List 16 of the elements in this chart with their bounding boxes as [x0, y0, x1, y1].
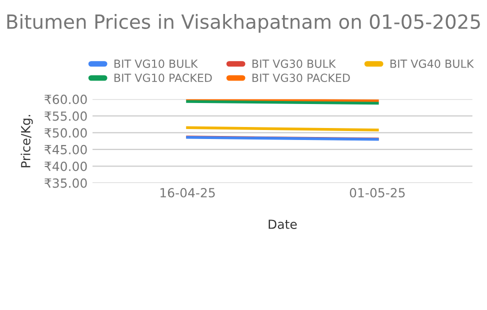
legend-label: BIT VG10 BULK: [114, 60, 198, 68]
y-tick-label: ₹50.00: [44, 128, 87, 138]
legend-label: BIT VG30 PACKED: [252, 74, 350, 82]
y-tick-label: ₹45.00: [44, 144, 87, 154]
legend-label: BIT VG30 BULK: [252, 60, 336, 68]
x-axis-title: Date: [268, 220, 297, 229]
x-tick-label: 01-05-25: [350, 188, 405, 198]
legend-label: BIT VG40 BULK: [390, 60, 474, 68]
y-tick-label: ₹60.00: [44, 94, 87, 104]
y-tick-label: ₹35.00: [44, 178, 87, 188]
legend-label: BIT VG10 PACKED: [114, 74, 212, 82]
y-tick-label: ₹55.00: [44, 111, 87, 121]
y-tick-label: ₹40.00: [44, 162, 87, 172]
y-axis-title: Price/Kg.: [20, 114, 33, 168]
chart-title: Bitumen Prices in Visakhapatnam on 01-05-2025: [7, 14, 480, 33]
x-tick-label: 16-04-25: [160, 188, 215, 198]
